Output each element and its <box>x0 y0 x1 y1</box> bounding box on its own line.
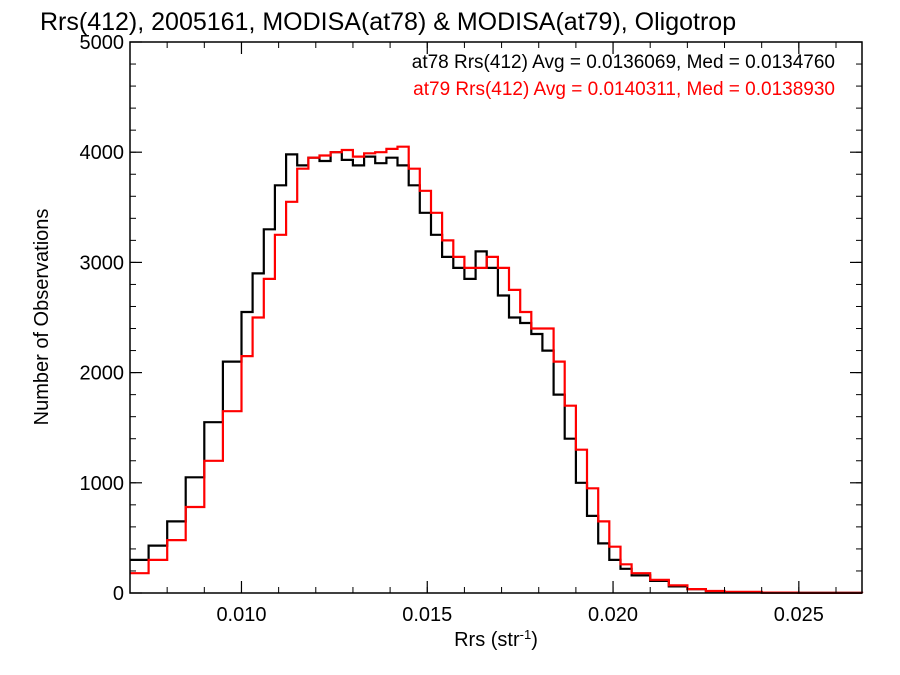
x-axis-label: Rrs (str-1) <box>454 627 538 651</box>
y-axis: 0 1000 2000 3000 4000 5000 <box>80 32 862 605</box>
x-axis-label-close: ) <box>531 629 538 651</box>
x-tick-label: 0.010 <box>216 604 266 626</box>
y-tick-label: 0 <box>113 583 124 605</box>
series-layer <box>130 145 864 594</box>
x-tick-label: 0.020 <box>588 604 638 626</box>
y-tick-label: 3000 <box>80 252 125 274</box>
x-axis-label-main: Rrs (str <box>454 629 520 651</box>
y-axis-label: Number of Observations <box>31 209 53 426</box>
x-axis: 0.010 0.015 0.020 0.025 <box>129 42 837 626</box>
series-line-1 <box>130 145 864 594</box>
annotation-at78: at78 Rrs(412) Avg = 0.0136069, Med = 0.0… <box>412 52 835 73</box>
plot-frame <box>129 41 863 594</box>
y-tick-label: 1000 <box>80 473 125 495</box>
series-line-0 <box>130 151 864 594</box>
y-tick-label: 2000 <box>80 363 125 385</box>
chart-title: Rrs(412), 2005161, MODISA(at78) & MODISA… <box>40 8 736 36</box>
annotation-at79: at79 Rrs(412) Avg = 0.0140311, Med = 0.0… <box>413 79 835 100</box>
x-axis-label-superscript: -1 <box>520 627 532 642</box>
y-tick-label: 4000 <box>80 142 125 164</box>
x-tick-label: 0.015 <box>402 604 452 626</box>
x-tick-label: 0.025 <box>774 604 824 626</box>
y-tick-label: 5000 <box>80 32 125 54</box>
